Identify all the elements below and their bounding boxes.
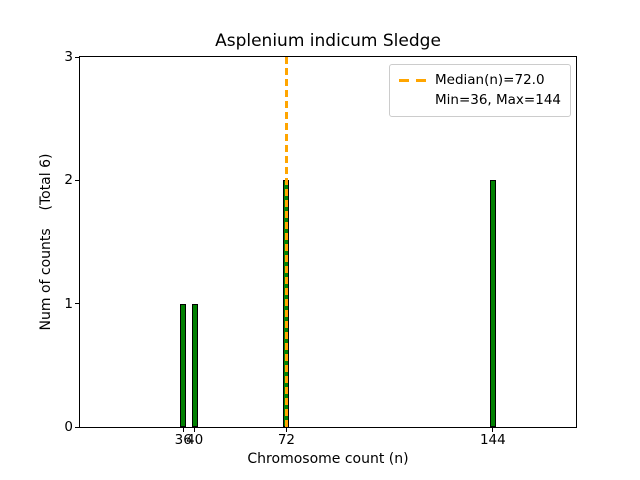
bar-n40	[191, 303, 198, 427]
legend-row-minmax: Min=36, Max=144	[399, 90, 561, 110]
plot-area: Median(n)=72.0 Min=36, Max=144	[79, 56, 577, 428]
median-line	[284, 57, 288, 427]
y-tick-label-1: 1	[64, 295, 73, 312]
legend-label-minmax: Min=36, Max=144	[434, 92, 561, 108]
y-tick-label-3: 3	[64, 49, 73, 65]
y-tick-label-2: 2	[64, 172, 73, 189]
x-tick-144	[492, 428, 494, 432]
bar-n36	[180, 303, 187, 427]
chart-title: Asplenium indicum Sledge	[215, 31, 441, 51]
legend-swatch-empty	[399, 99, 426, 102]
legend-row-median: Median(n)=72.0	[398, 70, 561, 90]
median-dashed-line-swatch	[398, 78, 426, 82]
legend: Median(n)=72.0 Min=36, Max=144	[388, 64, 571, 117]
y-tick-3	[75, 56, 79, 58]
x-tick-label-36: 36	[174, 432, 192, 448]
bar-n144	[489, 180, 496, 427]
y-tick-0	[75, 426, 79, 428]
x-tick-40	[194, 428, 196, 432]
x-axis-label: Chromosome count (n)	[247, 451, 409, 467]
y-tick-2	[75, 179, 79, 181]
x-tick-label-72: 72	[277, 432, 296, 448]
x-tick-72	[285, 428, 287, 432]
x-tick-36	[182, 428, 184, 432]
y-tick-1	[75, 303, 79, 305]
y-tick-label-0: 0	[64, 419, 73, 435]
x-tick-label-144: 144	[479, 432, 506, 448]
x-tick-label-40: 40	[186, 432, 204, 448]
legend-label-median: Median(n)=72.0	[434, 72, 545, 88]
